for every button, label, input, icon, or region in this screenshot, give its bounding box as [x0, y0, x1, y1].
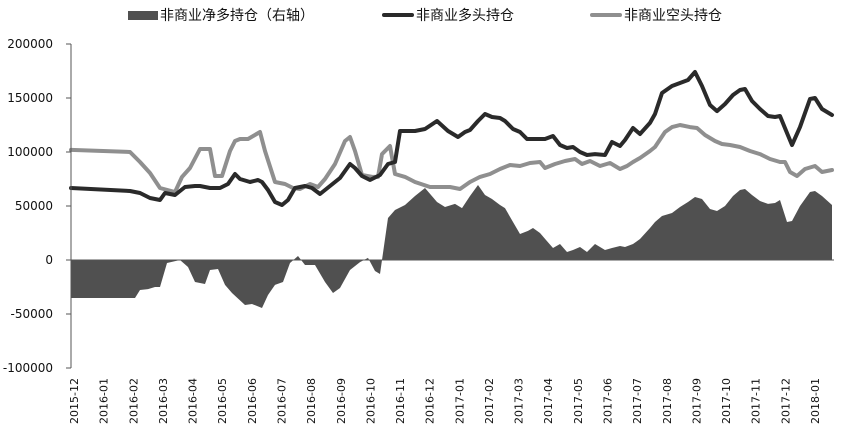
- x-tick-label: 2016-04: [187, 378, 200, 424]
- legend-label-short: 非商业空头持仓: [624, 8, 722, 24]
- x-tick-label: 2016-07: [276, 378, 289, 424]
- long-position-line: [69, 70, 834, 207]
- x-tick-label: 2015-12: [68, 378, 81, 424]
- legend-swatch-net: [128, 10, 158, 20]
- x-tick-label: 2016-09: [335, 378, 348, 424]
- y-tick-label: 150000: [7, 91, 53, 105]
- short-position-line: [69, 123, 834, 194]
- legend-item-short: 非商业空头持仓: [590, 4, 722, 26]
- legend-swatch-short: [590, 13, 622, 17]
- y-tick-label: -50000: [10, 307, 53, 321]
- legend-item-net: 非商业净多持仓（右轴）: [128, 4, 314, 26]
- x-tick-label: 2016-06: [246, 378, 259, 424]
- legend-label-net: 非商业净多持仓（右轴）: [160, 8, 314, 24]
- x-tick-label: 2017-07: [631, 378, 644, 424]
- x-tick-label: 2016-01: [98, 378, 111, 424]
- x-tick-label: 2016-02: [127, 378, 140, 424]
- y-tick-label: 50000: [15, 199, 53, 213]
- x-tick-label: 2016-10: [364, 378, 377, 424]
- legend-label-long: 非商业多头持仓: [416, 8, 514, 24]
- legend-item-long: 非商业多头持仓: [382, 4, 514, 26]
- y-tick-label: 100000: [7, 145, 53, 159]
- position-lines: [69, 70, 834, 207]
- x-tick-label: 2017-08: [661, 378, 674, 424]
- x-tick-label: 2016-05: [216, 378, 229, 424]
- chart-legend: 非商业净多持仓（右轴） 非商业多头持仓 非商业空头持仓: [0, 4, 844, 26]
- x-tick-label: 2016-03: [157, 378, 170, 424]
- x-tick-label: 2017-06: [602, 378, 615, 424]
- legend-swatch-long: [382, 13, 414, 17]
- x-tick-label: 2017-11: [750, 378, 763, 424]
- net-position-area: [71, 185, 832, 308]
- x-tick-label: 2017-12: [779, 378, 792, 424]
- x-tick-label: 2017-05: [572, 378, 585, 424]
- x-tick-label: 2017-04: [542, 378, 555, 424]
- x-tick-label: 2018-01: [809, 378, 822, 424]
- x-tick-label: 2017-02: [483, 378, 496, 424]
- y-tick-label: -100000: [3, 361, 53, 375]
- x-tick-label: 2016-12: [424, 378, 437, 424]
- x-tick-label: 2016-08: [305, 378, 318, 424]
- y-tick-label: 200000: [7, 37, 53, 51]
- x-tick-label: 2017-03: [513, 378, 526, 424]
- net-position-area-shape: [71, 185, 832, 308]
- x-tick-label: 2016-11: [394, 378, 407, 424]
- x-tick-label: 2017-10: [720, 378, 733, 424]
- x-axis: 2015-12 2016-01 2016-02 2016-03 2016-04 2016-…: [68, 259, 834, 424]
- x-tick-label: 2017-01: [453, 378, 466, 424]
- x-tick-label: 2017-09: [690, 378, 703, 424]
- y-tick-label: 0: [45, 253, 53, 267]
- y-axis: 200000 150000 100000 50000 0 -50000 -100000: [3, 37, 72, 375]
